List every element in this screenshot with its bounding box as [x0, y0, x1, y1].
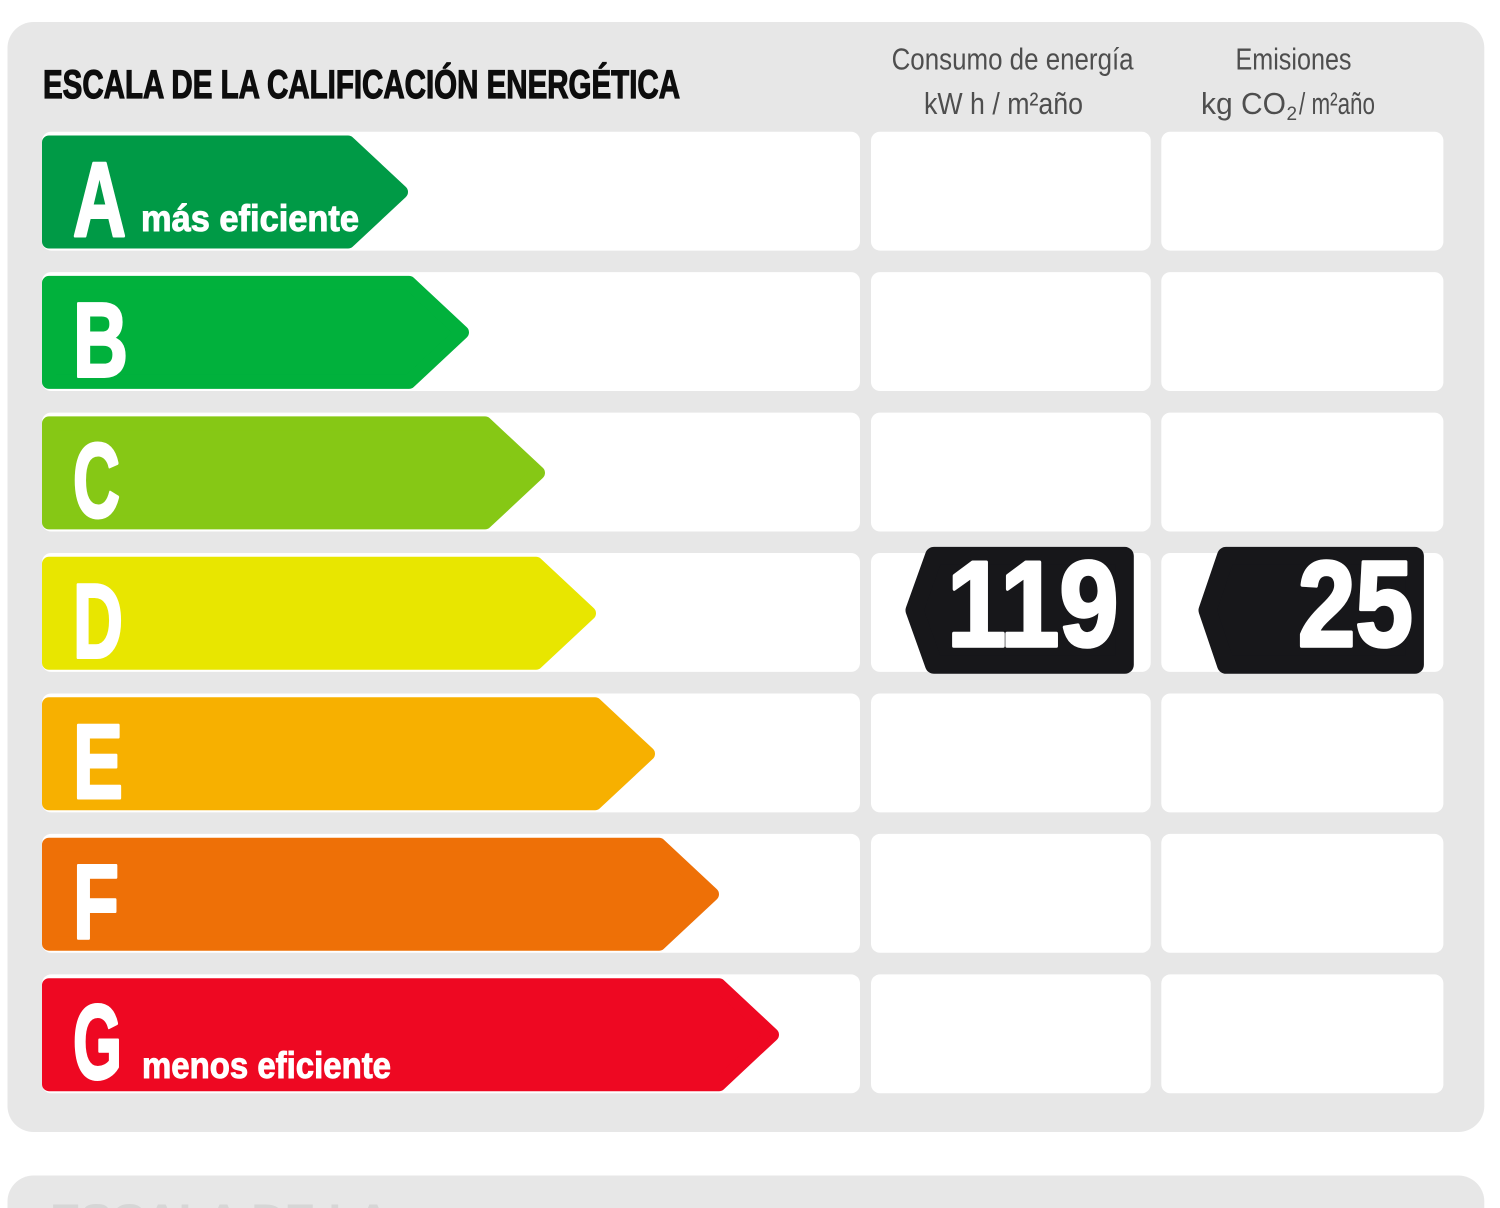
svg-text:E: E	[73, 703, 123, 821]
svg-text:menos eficiente: menos eficiente	[142, 1045, 391, 1086]
svg-text:A: A	[73, 141, 126, 259]
svg-text:ESCALA DE LA: ESCALA DE LA	[50, 1197, 390, 1208]
svg-text:Consumo de energía: Consumo de energía	[892, 42, 1135, 77]
svg-text:kg CO: kg CO	[1201, 86, 1286, 121]
svg-text:más eficiente: más eficiente	[141, 198, 359, 239]
svg-text:25: 25	[1298, 536, 1413, 672]
svg-text:G: G	[73, 984, 122, 1102]
svg-text:B: B	[73, 281, 128, 399]
svg-text:C: C	[73, 422, 120, 540]
svg-text:D: D	[73, 562, 123, 680]
svg-text:ESCALA DE LA CALIFICACIÓN ENER: ESCALA DE LA CALIFICACIÓN ENERGÉTICA	[43, 63, 680, 107]
svg-text:Emisiones: Emisiones	[1236, 42, 1352, 77]
svg-text:119: 119	[947, 536, 1119, 672]
svg-text:/ m²año: / m²año	[1299, 86, 1375, 121]
svg-text:kW h / m²año: kW h / m²año	[924, 86, 1083, 121]
svg-text:2: 2	[1287, 104, 1298, 125]
svg-text:F: F	[73, 843, 119, 961]
